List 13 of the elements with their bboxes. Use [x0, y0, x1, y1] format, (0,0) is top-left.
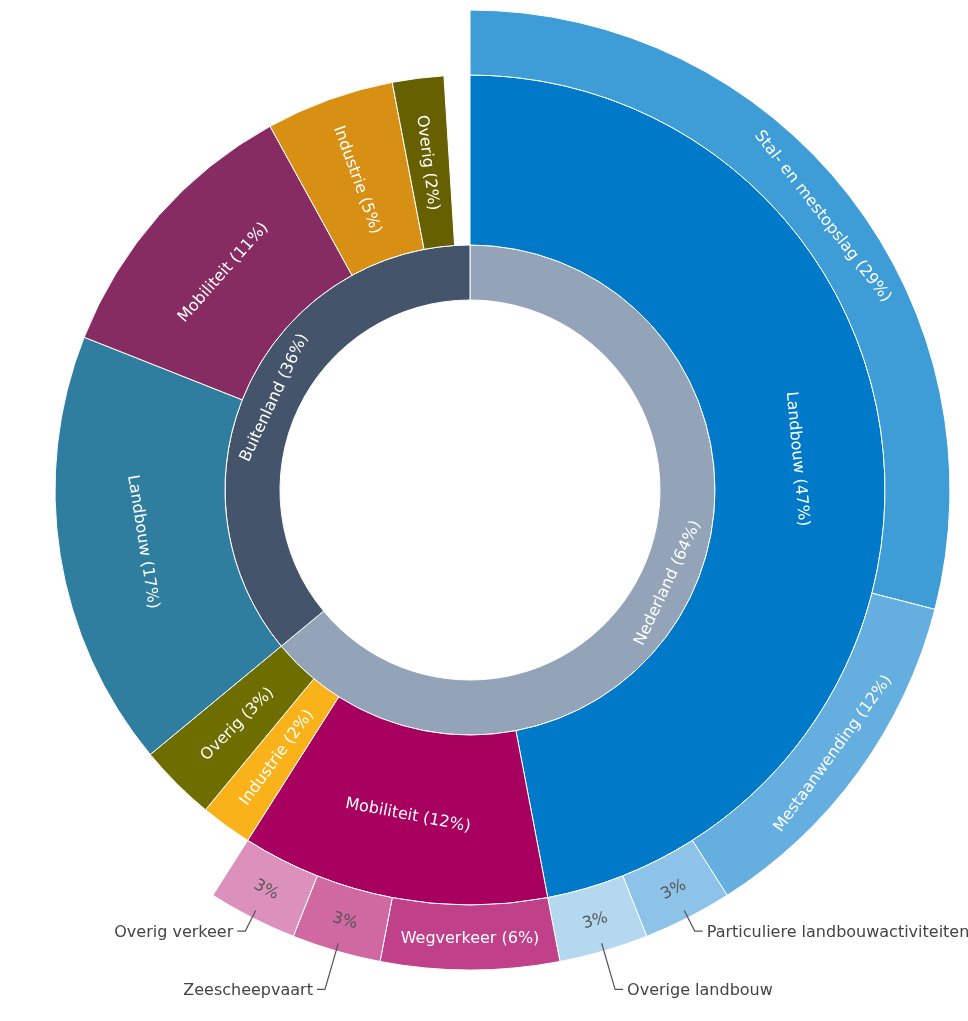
- slice-label: Landbouw (17%): [124, 473, 165, 610]
- slice-label: Particuliere landbouwactiviteiten: [706, 921, 968, 941]
- slice-label: Overig verkeer: [114, 921, 234, 941]
- slice-label: Wegverkeer (6%): [400, 928, 540, 947]
- slice-label: Zeescheepvaart: [183, 979, 313, 999]
- slice-label: Overige landbouw: [627, 979, 773, 999]
- slice-label: Overig (2%): [413, 113, 445, 212]
- slice-label: Mobiliteit (12%): [343, 792, 473, 836]
- data-label: 3%: [657, 874, 689, 903]
- data-label: 3%: [251, 874, 283, 903]
- slice-label: Landbouw (47%): [782, 390, 815, 528]
- data-label: 3%: [330, 907, 360, 933]
- data-label: 3%: [580, 907, 610, 933]
